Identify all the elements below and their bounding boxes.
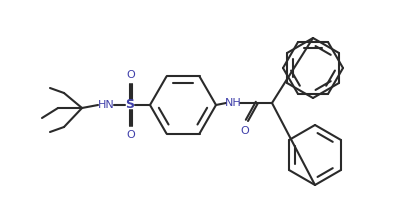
Text: O: O bbox=[127, 130, 136, 140]
Text: NH: NH bbox=[225, 98, 241, 108]
Text: HN: HN bbox=[97, 100, 114, 110]
Text: O: O bbox=[241, 126, 249, 136]
Text: S: S bbox=[126, 98, 134, 111]
Text: O: O bbox=[127, 70, 136, 80]
